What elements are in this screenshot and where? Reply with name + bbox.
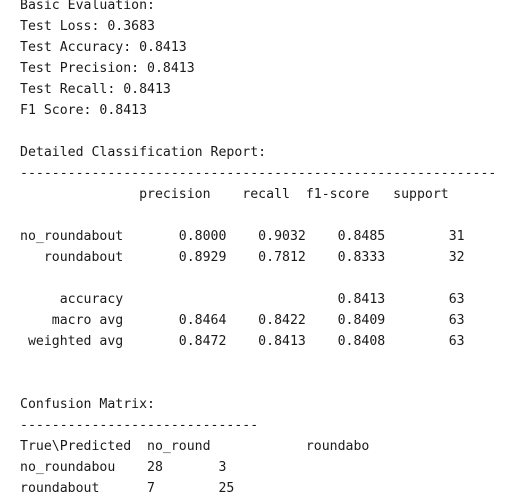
confusion-row-roundabout: roundabout 7 25 bbox=[20, 481, 235, 496]
notebook-output: Basic Evaluation: Test Loss: 0.3683 Test A… bbox=[20, 0, 496, 499]
blank-line bbox=[20, 268, 496, 289]
blank-line bbox=[20, 205, 496, 226]
confusion-column-headers: True\Predicted no_round roundabo bbox=[20, 439, 370, 454]
confusion-matrix-header: Confusion Matrix: bbox=[20, 397, 155, 412]
f1-score-line: F1 Score: 0.8413 bbox=[20, 103, 148, 118]
report-divider: ----------------------------------------… bbox=[20, 166, 497, 181]
test-recall-line: Test Recall: 0.8413 bbox=[20, 82, 171, 97]
test-accuracy-line: Test Accuracy: 0.8413 bbox=[20, 40, 187, 55]
confusion-divider: ------------------------------ bbox=[20, 418, 259, 433]
report-row-accuracy: accuracy 0.8413 63 bbox=[20, 292, 465, 307]
blank-line bbox=[20, 121, 496, 142]
confusion-row-no-roundabout: no_roundabou 28 3 bbox=[20, 460, 227, 475]
report-row-macro-avg: macro avg 0.8464 0.8422 0.8409 63 bbox=[20, 313, 465, 328]
blank-line bbox=[20, 373, 496, 394]
classification-report-header: Detailed Classification Report: bbox=[20, 145, 267, 160]
blank-line bbox=[20, 352, 496, 373]
test-loss-line: Test Loss: 0.3683 bbox=[20, 19, 155, 34]
report-row-weighted-avg: weighted avg 0.8472 0.8413 0.8408 63 bbox=[20, 334, 465, 349]
basic-evaluation-header: Basic Evaluation: bbox=[20, 0, 155, 13]
report-row-no-roundabout: no_roundabout 0.8000 0.9032 0.8485 31 bbox=[20, 229, 465, 244]
report-column-headers: precision recall f1-score support bbox=[20, 187, 449, 202]
test-precision-line: Test Precision: 0.8413 bbox=[20, 61, 195, 76]
report-row-roundabout: roundabout 0.8929 0.7812 0.8333 32 bbox=[20, 250, 465, 265]
